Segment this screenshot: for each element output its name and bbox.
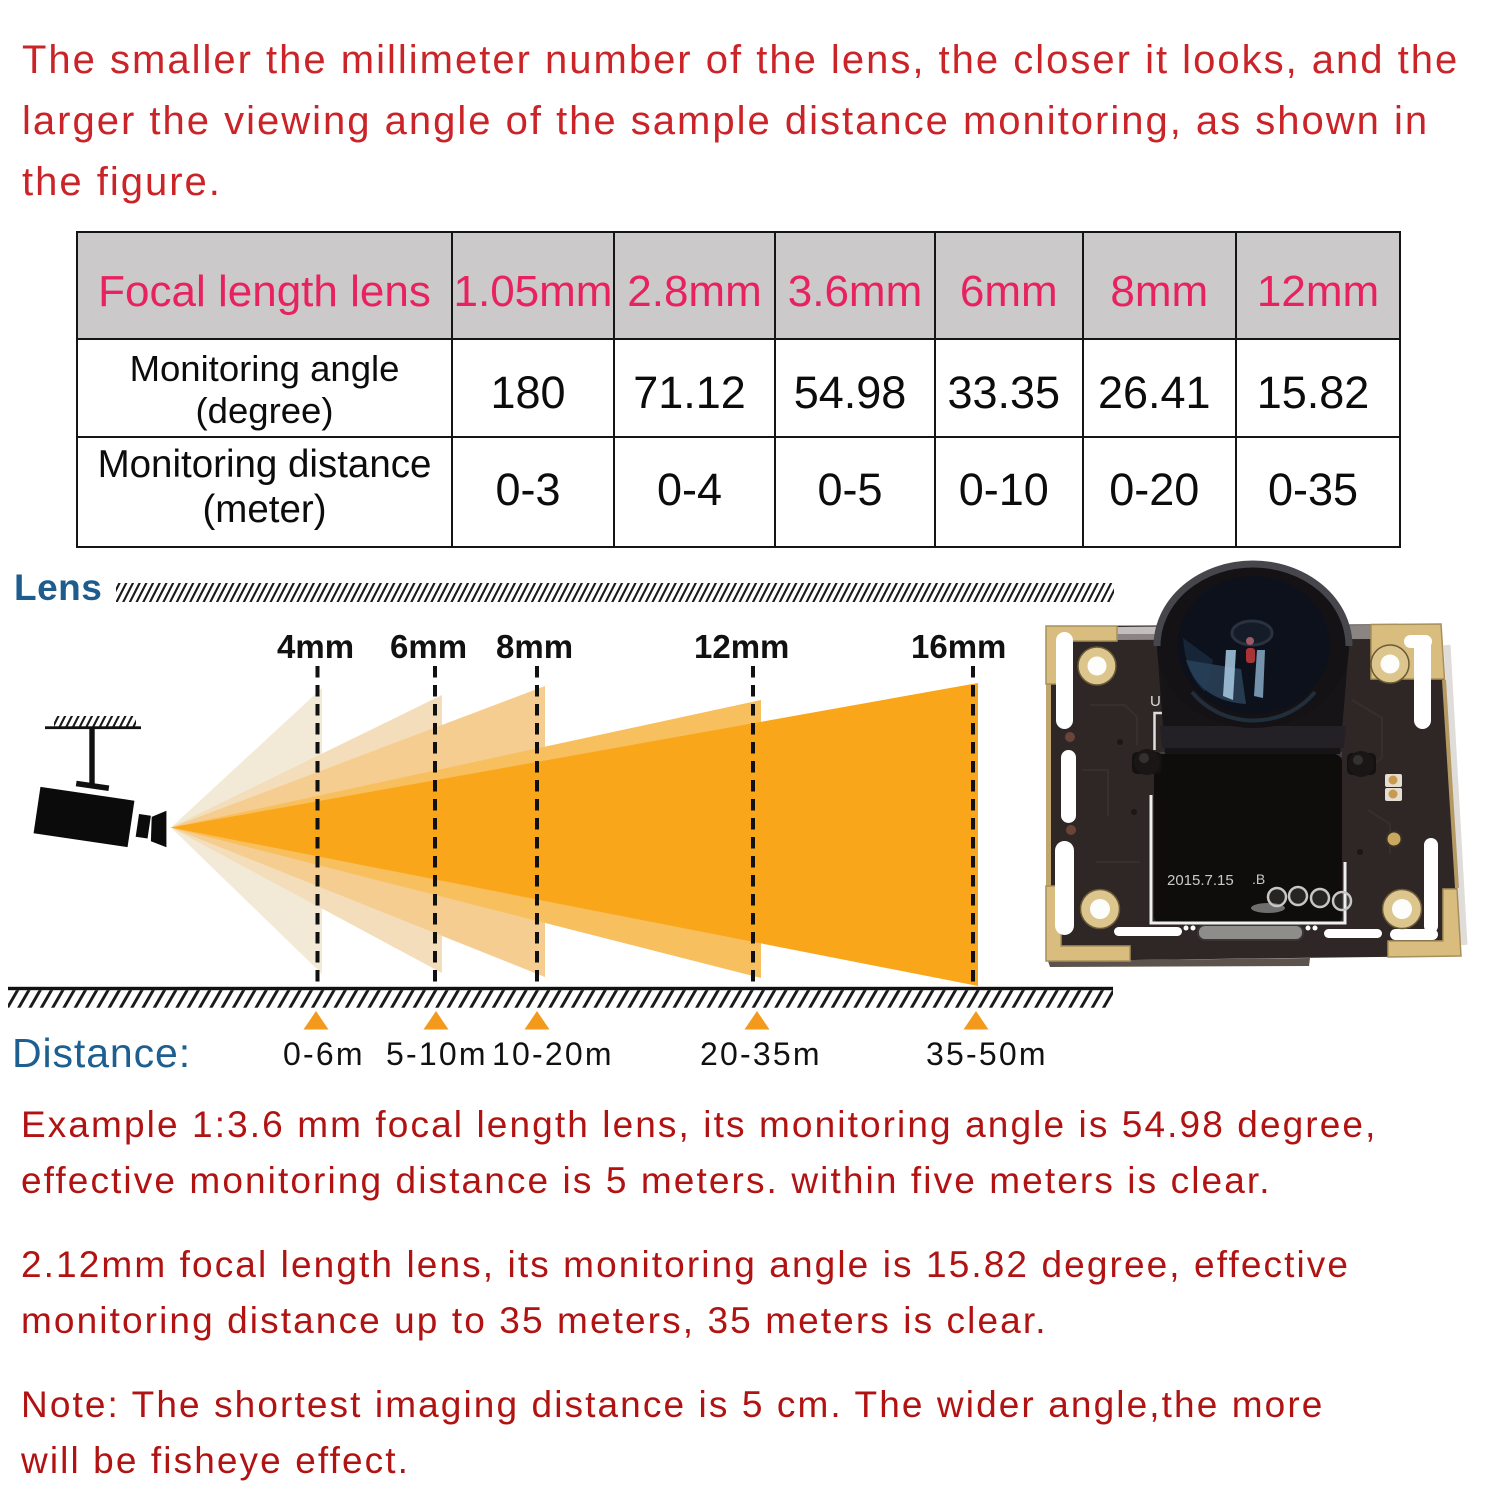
svg-text:2015.7.15: 2015.7.15 [1167,872,1234,889]
svg-text:.B: .B [1252,871,1265,887]
svg-text:U: U [1150,693,1161,710]
